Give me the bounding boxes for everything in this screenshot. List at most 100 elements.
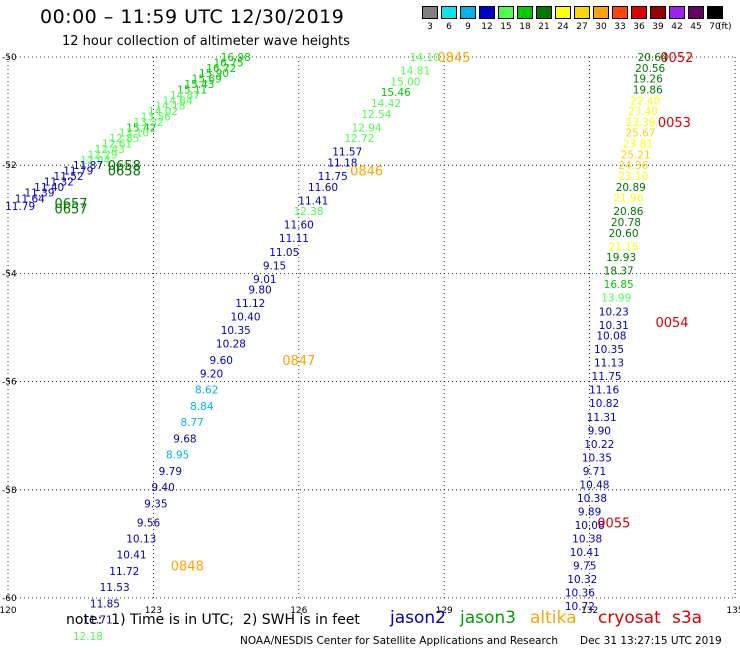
swh-value-label: 8.95 bbox=[166, 450, 189, 462]
swh-value-label: 9.35 bbox=[144, 498, 167, 510]
swh-value-label: 8.62 bbox=[195, 385, 218, 397]
legend-swatch bbox=[460, 6, 476, 19]
pass-time-label: 0052 bbox=[660, 51, 693, 66]
credit-organization: NOAA/NESDIS Center for Satellite Applica… bbox=[240, 635, 558, 647]
legend-swatch bbox=[422, 6, 438, 19]
swh-value-label: 14.87 bbox=[170, 90, 200, 102]
swh-value-label: 11.87 bbox=[73, 160, 103, 172]
swh-value-label: 10.08 bbox=[575, 520, 605, 532]
swh-value-label: 8.84 bbox=[190, 401, 214, 413]
footer-note: note: 1) Time is in UTC; 2) SWH is in fe… bbox=[66, 612, 360, 628]
swh-value-label: 9.40 bbox=[151, 482, 174, 494]
swh-value-label: 11.40 bbox=[34, 182, 64, 194]
swh-value-label: 15.46 bbox=[381, 87, 411, 99]
swh-value-label: 11.53 bbox=[100, 582, 130, 594]
swh-value-label: 12.85 bbox=[109, 133, 139, 145]
legend-swatch bbox=[631, 6, 647, 19]
satellite-legend-entry: s3a bbox=[672, 608, 703, 628]
swh-value-label: 23.10 bbox=[618, 171, 648, 183]
x-tick-label: 135 bbox=[726, 606, 740, 616]
swh-value-label: 11.75 bbox=[318, 171, 348, 183]
swh-value-label: 11.79 bbox=[5, 201, 35, 213]
swh-value-label: 9.90 bbox=[588, 425, 611, 437]
swh-value-label: 10.08 bbox=[596, 331, 626, 343]
swh-value-label: 11.64 bbox=[15, 194, 45, 206]
legend-label: 24 bbox=[557, 22, 569, 32]
swh-value-label: 10.41 bbox=[117, 550, 147, 562]
legend-label: 27 bbox=[576, 22, 588, 32]
swh-value-label: 10.13 bbox=[126, 533, 156, 545]
swh-value-label: 12.54 bbox=[361, 109, 391, 121]
swh-value-label: 12.04 bbox=[80, 155, 110, 167]
swh-value-label: 10.22 bbox=[584, 439, 614, 451]
swh-value-label: 23.81 bbox=[623, 139, 653, 151]
swh-value-label: 15.69 bbox=[192, 74, 222, 86]
legend-swatch bbox=[574, 6, 590, 19]
legend-label: 70 bbox=[709, 22, 721, 32]
pass-time-label: 0054 bbox=[655, 316, 688, 331]
pass-time-label: 0658 bbox=[108, 159, 141, 174]
chart-subtitle: 12 hour collection of altimeter wave hei… bbox=[62, 34, 350, 49]
pass-time-label: 0053 bbox=[658, 116, 691, 131]
swh-value-label: 9.01 bbox=[253, 274, 276, 286]
credit-timestamp: Dec 31 13:27:15 UTC 2019 bbox=[580, 635, 722, 647]
swh-value-label: 13.32 bbox=[134, 117, 164, 129]
swh-value-label: 10.23 bbox=[599, 306, 629, 318]
swh-value-label: 11.32 bbox=[44, 176, 74, 188]
legend-label: 6 bbox=[446, 22, 452, 32]
legend-unit-label: (ft) bbox=[718, 22, 732, 32]
swh-value-label: 9.71 bbox=[583, 466, 606, 478]
swh-value-label: 10.40 bbox=[230, 312, 260, 324]
legend-label: 12 bbox=[481, 22, 493, 32]
swh-value-label: 11.60 bbox=[284, 220, 314, 232]
swh-value-label: 15.43 bbox=[184, 79, 214, 91]
swh-value-label: 16.72 bbox=[206, 63, 236, 75]
pass-time-label: 0845 bbox=[437, 51, 470, 66]
y-tick-label: -58 bbox=[2, 486, 17, 496]
swh-value-label: 9.80 bbox=[248, 285, 271, 297]
swh-value-label: 12.18 bbox=[73, 631, 103, 643]
swh-value-label: 23.40 bbox=[628, 106, 658, 118]
x-tick-label: 123 bbox=[145, 606, 162, 616]
pass-time-label: 0848 bbox=[171, 560, 204, 575]
pass-time-label: 0847 bbox=[282, 354, 315, 369]
legend-label: 36 bbox=[633, 22, 645, 32]
swh-value-label: 15.11 bbox=[177, 84, 207, 96]
swh-value-label: 10.82 bbox=[589, 398, 619, 410]
pass-time-label: 0657 bbox=[54, 197, 87, 212]
axis-ticks: 120 123 126 129 132 135 -50 -52 -54 -56 -58 -60 bbox=[0, 53, 740, 616]
swh-value-label: 11.13 bbox=[594, 358, 624, 370]
swh-value-label: 10.36 bbox=[565, 588, 595, 600]
swh-value-label: 9.75 bbox=[573, 561, 596, 573]
swh-value-label: 16.85 bbox=[604, 279, 634, 291]
swh-value-label: 11.57 bbox=[332, 147, 362, 159]
legend-swatch bbox=[517, 6, 533, 19]
swh-value-label: 18.37 bbox=[604, 266, 634, 278]
legend-label: 15 bbox=[500, 22, 512, 32]
legend-swatch bbox=[441, 6, 457, 19]
swh-value-label: 11.75 bbox=[592, 371, 622, 383]
swh-value-label: 8.77 bbox=[180, 417, 203, 429]
swh-value-label: 10.28 bbox=[216, 339, 246, 351]
swh-value-label: 21.96 bbox=[613, 193, 643, 205]
x-tick-label: 132 bbox=[581, 606, 598, 616]
swh-value-label: 20.64 bbox=[638, 52, 668, 64]
x-tick-label: 129 bbox=[436, 606, 453, 616]
satellite-legend-entry: jason2 bbox=[390, 608, 446, 628]
legend-swatch bbox=[707, 6, 723, 19]
swh-value-label: 14.18 bbox=[155, 101, 185, 113]
y-tick-label: -54 bbox=[2, 269, 17, 279]
swh-value-label: 16.98 bbox=[221, 52, 251, 64]
swh-value-label: 14.42 bbox=[371, 98, 401, 110]
swh-value-label: 11.72 bbox=[109, 566, 139, 578]
legend-label: 9 bbox=[465, 22, 471, 32]
swh-value-label: 9.56 bbox=[137, 517, 161, 529]
swh-value-label: 11.12 bbox=[235, 298, 265, 310]
swh-value-label: 13.99 bbox=[601, 293, 631, 305]
swh-value-label: 10.32 bbox=[567, 574, 597, 586]
swh-value-label: 10.35 bbox=[594, 344, 624, 356]
legend-label: 3 bbox=[427, 22, 433, 32]
swh-value-label: 16.75 bbox=[213, 57, 243, 69]
swh-value-label: 20.86 bbox=[613, 206, 643, 218]
x-tick-label: 120 bbox=[0, 606, 17, 616]
